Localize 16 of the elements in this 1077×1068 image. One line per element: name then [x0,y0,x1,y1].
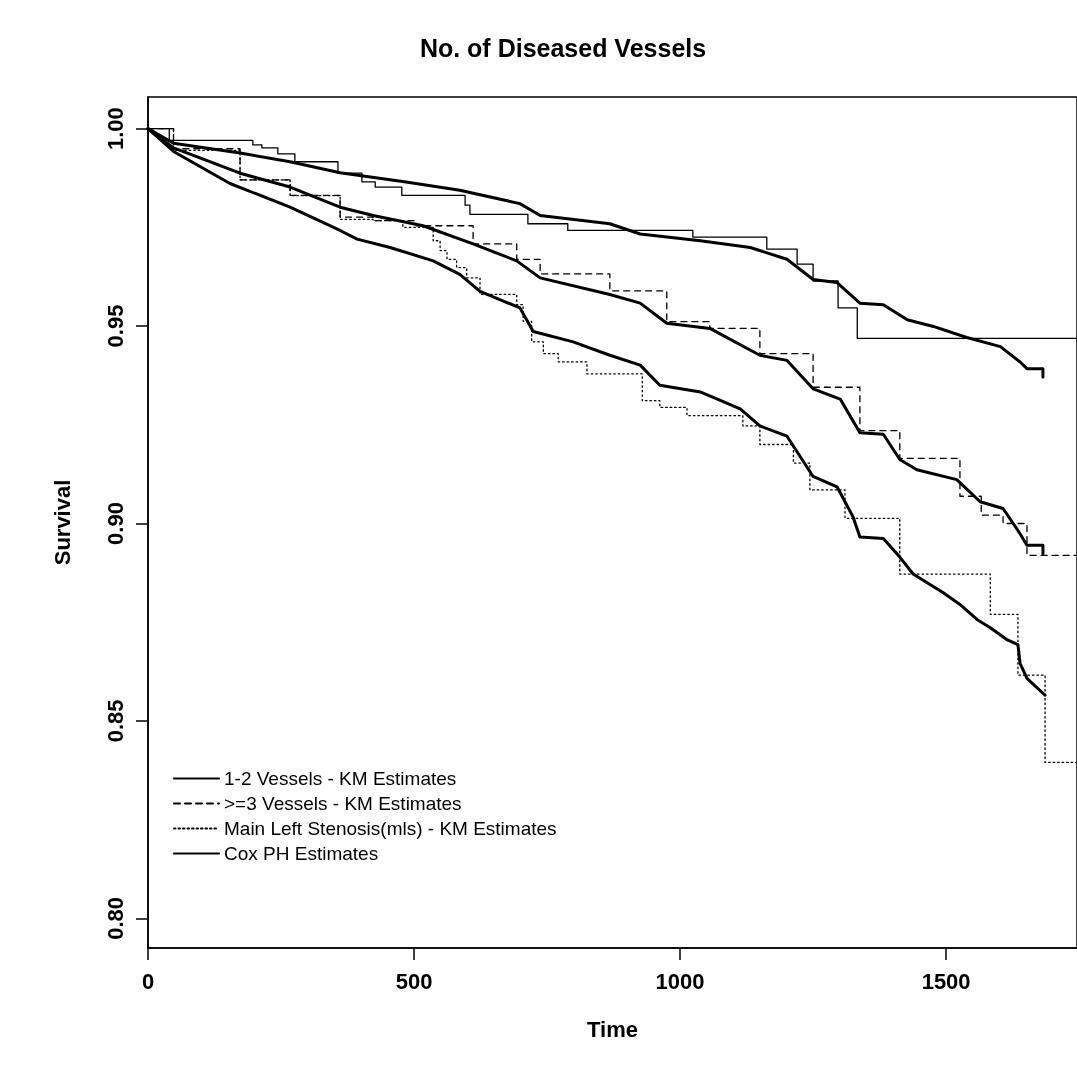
y-tick-label: 0.85 [102,699,128,743]
x-axis-title: Time [587,1016,638,1042]
legend-label: >=3 Vessels - KM Estimates [224,793,462,814]
chart-title: No. of Diseased Vessels [419,33,707,62]
legend-label: Main Left Stenosis(mls) - KM Estimates [224,818,557,839]
y-tick-label: 0.95 [102,304,128,348]
x-tick-label: 1500 [921,968,971,994]
y-tick-label: 1.00 [102,107,128,151]
legend-label: Cox PH Estimates [224,843,379,864]
y-tick-label: 0.80 [102,896,128,940]
x-tick-label: 1000 [655,968,705,994]
y-tick-label: 0.90 [102,502,128,545]
y-axis-title: Survival [49,479,75,566]
legend-label: 1-2 Vessels - KM Estimates [224,768,457,789]
x-tick-label: 0 [141,968,155,994]
x-tick-label: 500 [395,968,433,994]
